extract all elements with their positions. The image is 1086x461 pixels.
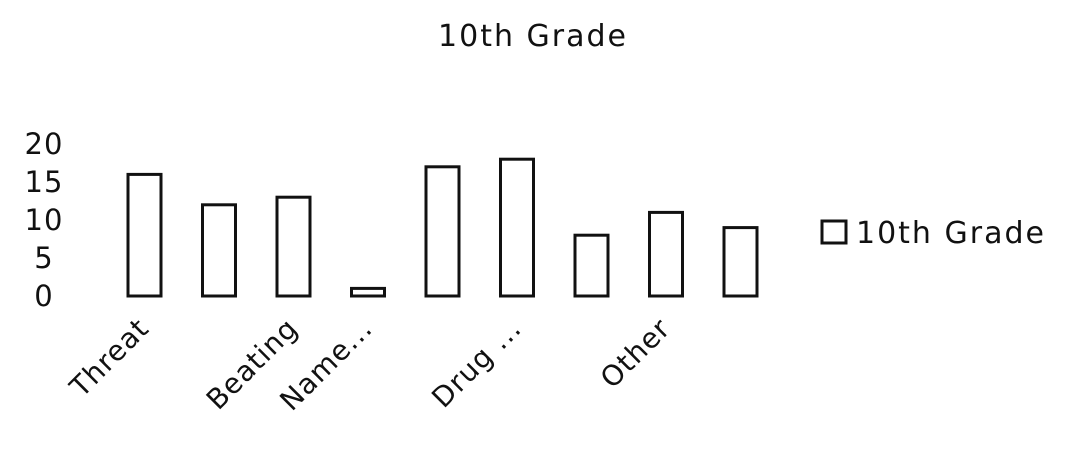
- y-tick-label: 15: [25, 165, 64, 199]
- bar: [201, 203, 237, 298]
- bar: [424, 165, 461, 298]
- bar: [648, 210, 684, 298]
- bar: [573, 233, 610, 298]
- legend-label: 10th Grade: [856, 216, 1046, 251]
- bar: [499, 157, 535, 298]
- chart-title: 10th Grade: [438, 19, 628, 54]
- bar: [722, 226, 759, 298]
- y-tick-label: 5: [34, 241, 53, 275]
- bar: [350, 286, 386, 298]
- x-tick-label: Drug ...: [425, 312, 528, 415]
- legend: 10th Grade: [820, 216, 1046, 251]
- y-tick-label: 20: [25, 127, 64, 161]
- y-axis: 20 15 10 5 0: [25, 127, 64, 313]
- legend-swatch: [820, 219, 848, 245]
- bar: [126, 172, 163, 298]
- y-tick-label: 10: [25, 203, 64, 237]
- bar: [275, 195, 312, 298]
- bars: [126, 157, 759, 298]
- x-tick-label: Other: [594, 312, 677, 395]
- y-tick-label: 0: [34, 279, 53, 313]
- x-tick-label: Threat: [63, 312, 156, 405]
